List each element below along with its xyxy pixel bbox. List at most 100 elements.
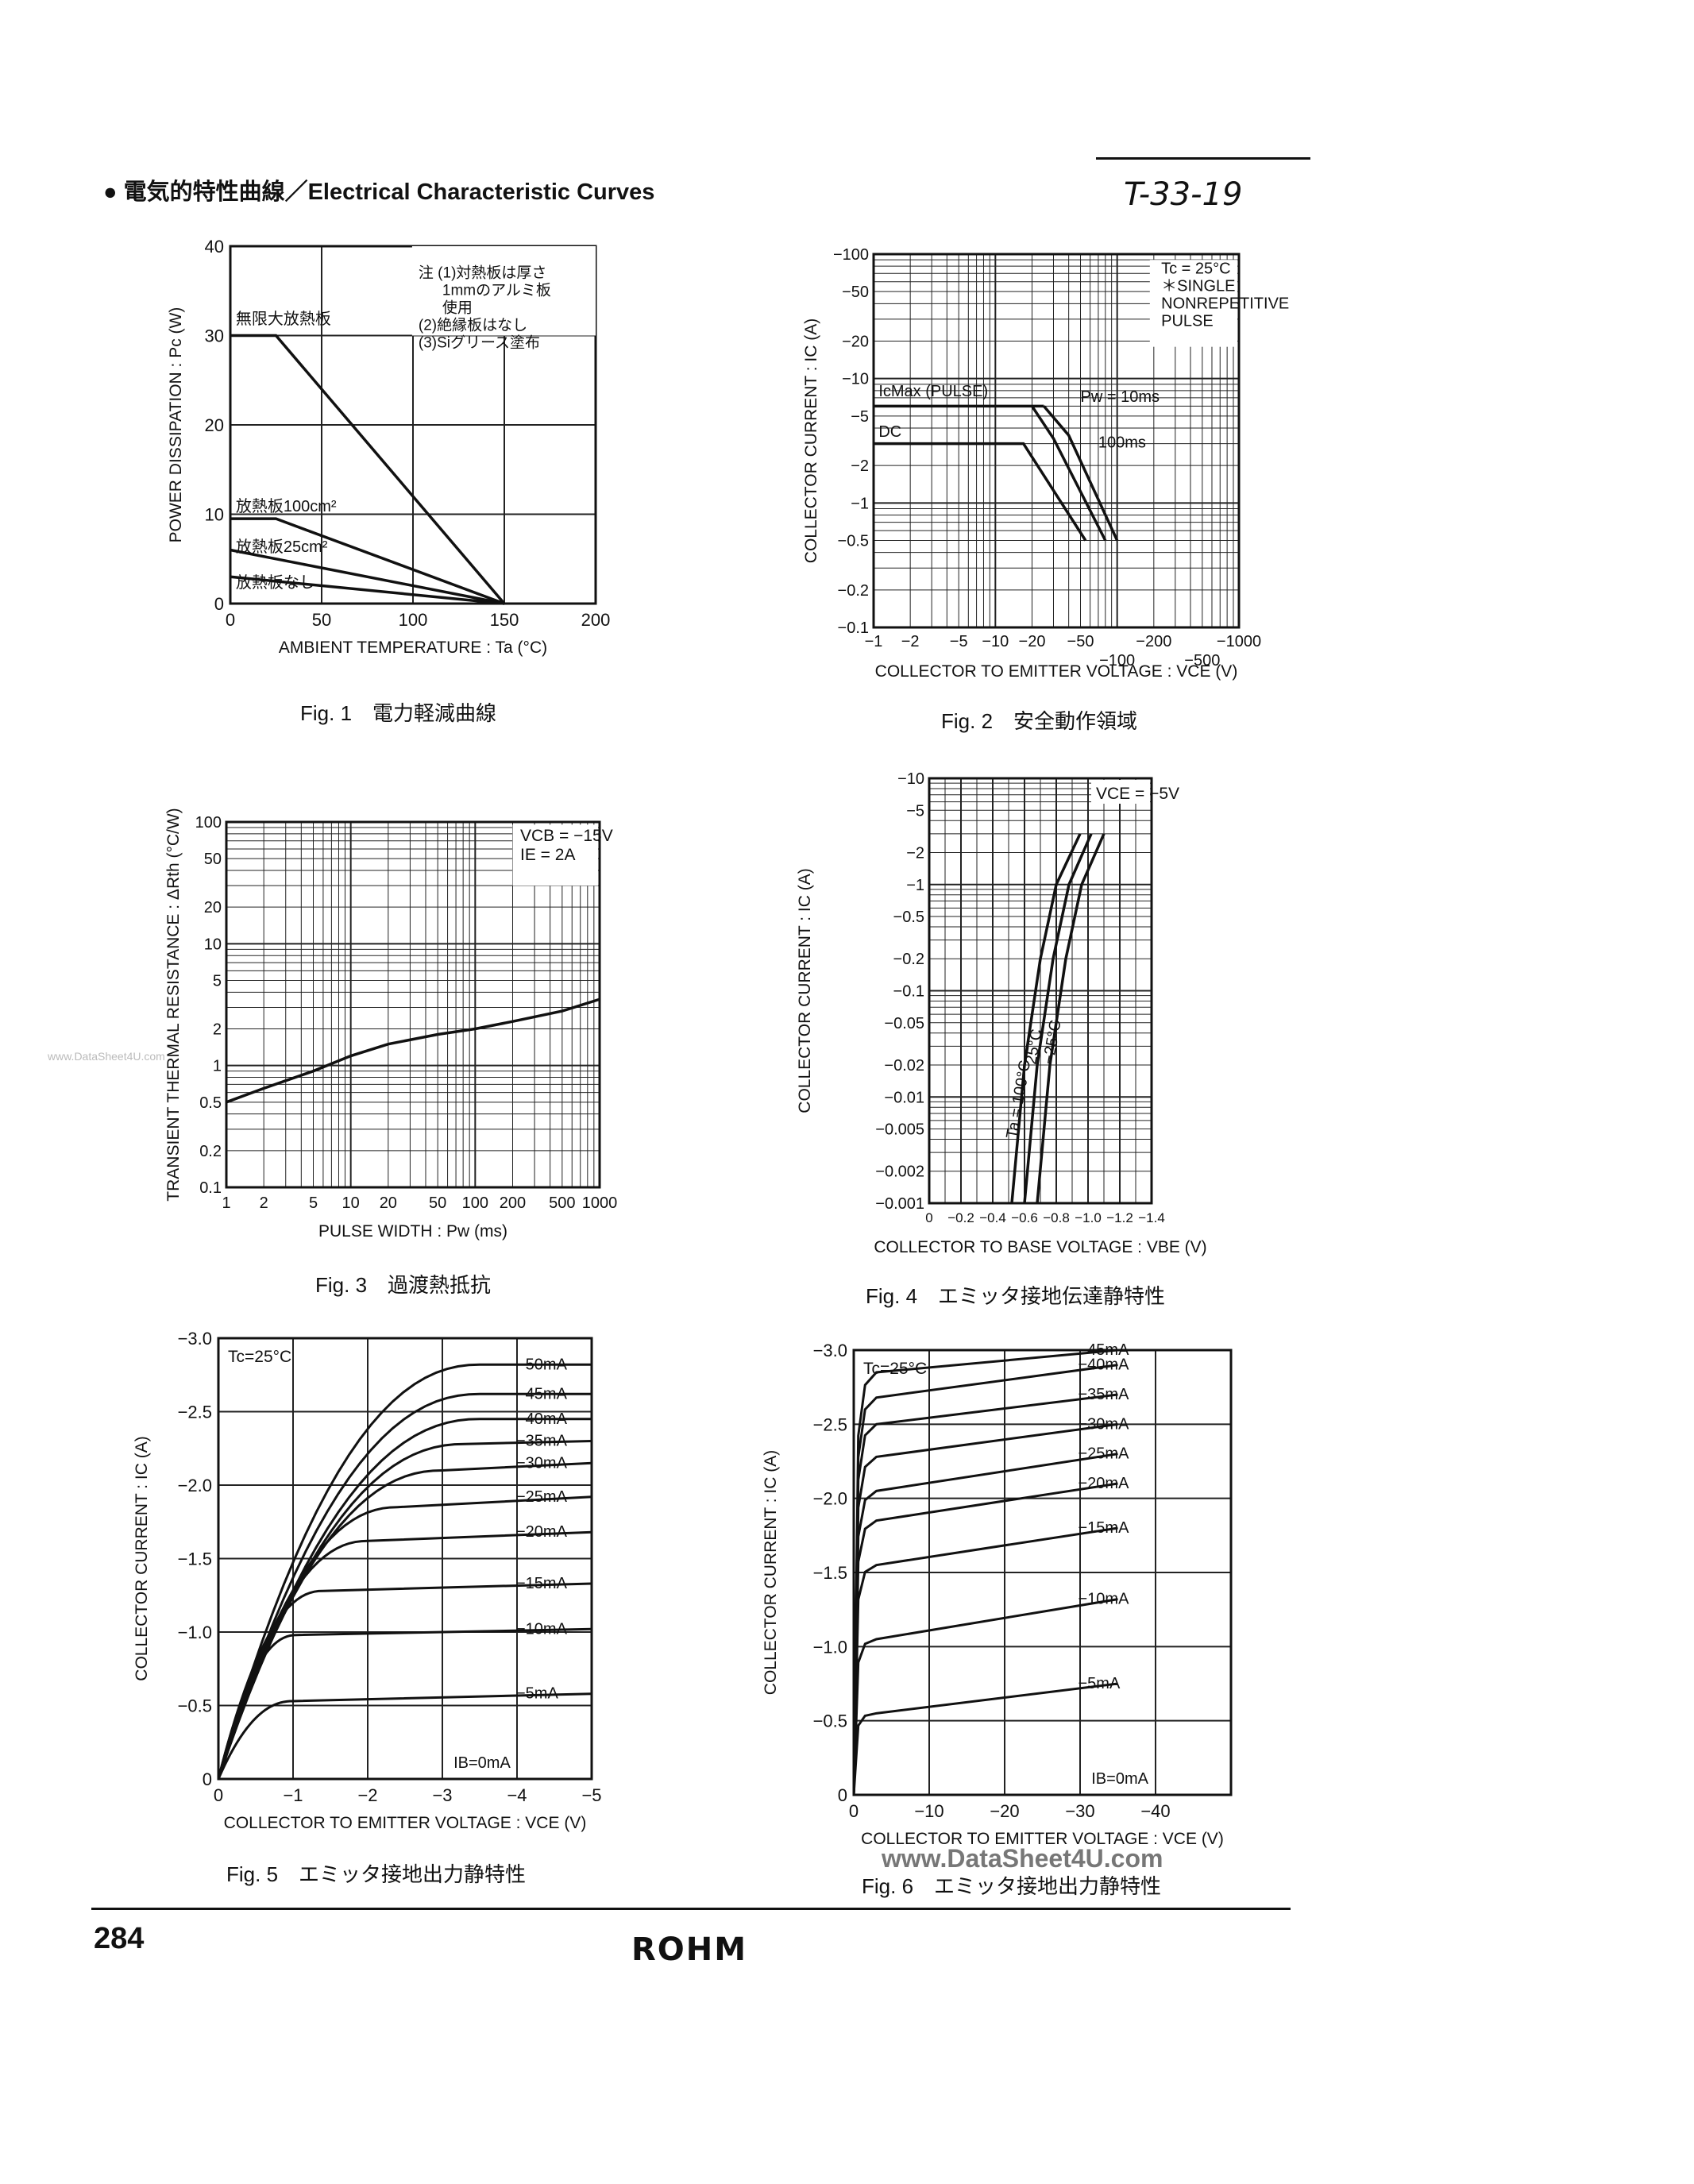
- x-axis-label: PULSE WIDTH : Pw (ms): [318, 1222, 507, 1241]
- y-tick-label: 10: [205, 505, 224, 525]
- series-label: −15mA: [516, 1575, 568, 1592]
- series-label: 無限大放熱板: [236, 310, 331, 328]
- soa-boundary: [1043, 405, 1119, 542]
- y-tick-label: −2.5: [813, 1414, 847, 1434]
- legend-text: ＊SINGLE: [1161, 277, 1235, 295]
- plot-frame: [852, 1349, 1233, 1796]
- chart-fig2-safe-operating-area: −1 −2 −5 −10 −20 −50 −200 −1000 −100 −500 −0.1 −0.2…: [802, 246, 1289, 681]
- output-curve: [217, 1582, 592, 1780]
- y-tick-label: −0.01: [884, 1089, 924, 1106]
- y-tick-label: −3.0: [178, 1329, 212, 1349]
- x-tick-label: −200: [1136, 633, 1171, 650]
- y-tick-label: 40: [205, 237, 224, 257]
- y-tick-label: −2.5: [178, 1403, 212, 1422]
- y-tick-label: −1: [906, 877, 924, 894]
- x-tick-label: −0.2: [947, 1210, 974, 1225]
- output-curve: [852, 1526, 1118, 1796]
- series-label: −30mA: [1079, 1415, 1130, 1433]
- series-label: −5mA: [516, 1685, 558, 1703]
- y-tick-label: −5: [906, 802, 924, 820]
- thermal-curve: [226, 997, 600, 1104]
- y-tick-label: −1.5: [178, 1549, 212, 1569]
- y-tick-label: 0.5: [199, 1094, 222, 1112]
- x-tick-label: −5: [950, 633, 968, 650]
- x-tick-label: −10: [982, 633, 1009, 650]
- x-tick-label: −1: [865, 633, 883, 650]
- top-rule: [1096, 157, 1310, 160]
- y-tick-label: 100: [195, 814, 222, 832]
- derating-curve: [230, 334, 506, 605]
- series-label: −10mA: [1079, 1591, 1130, 1608]
- series-label: −40mA: [516, 1410, 568, 1428]
- x-tick-label: 500: [549, 1194, 575, 1212]
- y-tick-label: −2: [851, 457, 869, 475]
- series-label: −25mA: [516, 1488, 568, 1506]
- y-tick-label: −0.1: [838, 619, 869, 637]
- y-tick-label: −10: [897, 770, 924, 788]
- ib-label: IB=0mA: [453, 1754, 511, 1772]
- notes-background: [411, 246, 596, 336]
- watermark-text: www.DataSheet4U.com: [882, 1844, 1163, 1873]
- plot-frame: [872, 253, 1241, 629]
- y-axis-label: COLLECTOR CURRENT : IC (A): [133, 1436, 151, 1680]
- x-tick-label: −2: [357, 1785, 377, 1805]
- x-tick-label: 0: [925, 1210, 932, 1225]
- x-tick-label: −1.0: [1075, 1210, 1102, 1225]
- x-tick-label: −100: [1099, 652, 1135, 669]
- transfer-curve: [1036, 833, 1106, 1204]
- output-curve: [217, 1363, 592, 1780]
- y-tick-label: 5: [213, 972, 222, 990]
- derating-curve: [230, 575, 505, 605]
- y-tick-label: 0: [203, 1769, 212, 1789]
- annotation-text: 100ms: [1098, 434, 1146, 451]
- side-watermark-text: www.DataSheet4U.com: [48, 1050, 165, 1063]
- legend-background: [1091, 780, 1150, 804]
- output-curve: [217, 1692, 592, 1780]
- x-tick-label: −4: [507, 1785, 527, 1805]
- caption-fig5: Fig. 5 エミッタ接地出力静特性: [226, 1862, 527, 1886]
- x-axis-label: COLLECTOR TO BASE VOLTAGE : VBE (V): [874, 1238, 1206, 1256]
- y-tick-label: −2.0: [813, 1489, 847, 1509]
- series-label: −30mA: [516, 1454, 568, 1472]
- y-tick-label: −0.2: [838, 582, 869, 600]
- chart-fig6-output-characteristics: 0 −10 −20 −30 −40 0 −0.5 −1.0 −1.5 −2.0 −2.5 −3.0 −5…: [762, 1341, 1233, 1848]
- output-curve: [217, 1418, 592, 1780]
- x-tick-label: −1.4: [1138, 1210, 1165, 1225]
- note-text: (2)絶縁板はなし: [419, 316, 527, 334]
- y-tick-label: −2: [906, 844, 924, 862]
- y-tick-label: −0.02: [884, 1057, 924, 1075]
- y-tick-label: −0.5: [813, 1711, 847, 1731]
- x-axis-label: COLLECTOR TO EMITTER VOLTAGE : VCE (V): [875, 662, 1238, 681]
- series-label: −10mA: [516, 1620, 568, 1638]
- x-tick-label: −1: [283, 1785, 303, 1805]
- x-tick-label: 150: [490, 610, 519, 630]
- x-tick-label: −2: [901, 633, 920, 650]
- y-tick-label: −100: [833, 246, 869, 264]
- x-axis-label: AMBIENT TEMPERATURE : Ta (°C): [279, 639, 547, 657]
- section-title: ● 電気的特性曲線／Electrical Characteristic Curv…: [103, 179, 655, 205]
- x-axis-label: COLLECTOR TO EMITTER VOLTAGE : VCE (V): [224, 1814, 587, 1832]
- transfer-curve: [1010, 833, 1082, 1204]
- y-tick-label: −5: [851, 408, 869, 426]
- output-curve: [852, 1349, 1118, 1796]
- y-tick-label: 0.1: [199, 1179, 222, 1197]
- y-tick-label: −0.5: [893, 909, 924, 926]
- ib-label: IB=0mA: [1091, 1770, 1148, 1788]
- x-tick-label: 50: [429, 1194, 446, 1212]
- transfer-curve: [1023, 833, 1093, 1204]
- soa-boundary: [874, 442, 1087, 542]
- x-tick-label: 200: [581, 610, 611, 630]
- x-tick-label: −0.4: [979, 1210, 1006, 1225]
- legend-text: Tc = 25°C: [1161, 260, 1230, 277]
- chart-fig4-transfer-characteristics: 0 −0.2 −0.4 −0.6 −0.8 −1.0 −1.2 −1.4 −0.001 −0.00…: [796, 770, 1207, 1256]
- x-tick-label: 5: [309, 1194, 318, 1212]
- page-number: 284: [94, 1922, 145, 1955]
- x-tick-label: −20: [1019, 633, 1046, 650]
- y-tick-label: −50: [842, 284, 869, 301]
- legend-text: PULSE: [1161, 312, 1214, 330]
- x-tick-label: 50: [312, 610, 331, 630]
- annotation-text: IcMax (PULSE): [878, 383, 988, 400]
- series-label: −20mA: [1079, 1475, 1130, 1492]
- y-tick-label: −1.0: [813, 1637, 847, 1657]
